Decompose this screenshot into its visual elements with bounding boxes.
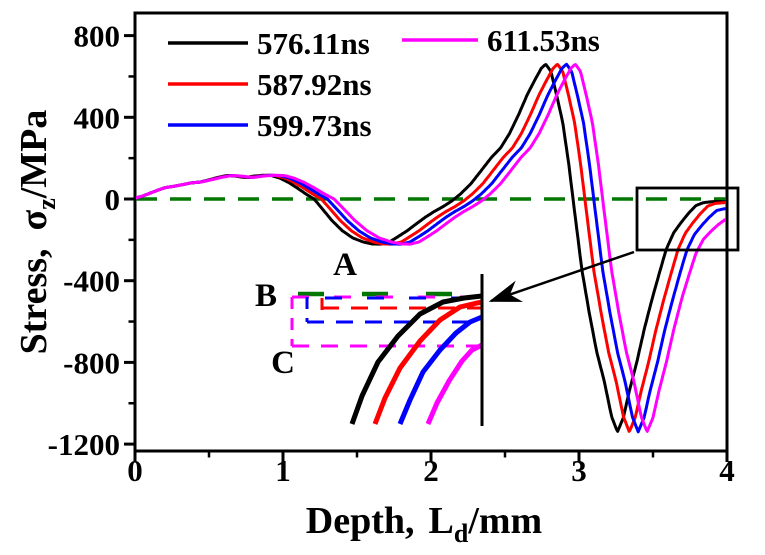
x-tick-label: 4 <box>719 453 735 488</box>
inset-curve <box>372 299 484 425</box>
x-tick-label: 0 <box>127 453 143 488</box>
x-tick-label: 2 <box>423 453 439 488</box>
y-tick-label: 800 <box>74 19 121 54</box>
label-C: C <box>271 345 295 381</box>
x-tick-label: 1 <box>275 453 291 488</box>
y-axis-title: Stress,σz/MPa <box>13 110 61 355</box>
x-axis-title: Depth, Ld/mm <box>306 500 542 548</box>
legend-label-587.92ns: 587.92ns <box>257 67 372 102</box>
y-tick-label: 400 <box>74 100 121 135</box>
legend: 576.11ns 587.92ns 599.73ns 611.53ns <box>168 23 600 143</box>
legend-label-576.11ns: 576.11ns <box>257 26 370 61</box>
axes-frame: 0 1 2 3 4 800 400 0 -400 -800 -1200 <box>48 11 735 488</box>
y-tick-label: -1200 <box>48 427 120 462</box>
zoom-rectangle <box>635 186 740 252</box>
y-tick-label: 0 <box>105 182 121 217</box>
curve-611.53ns <box>136 63 726 433</box>
y-tick-label: -400 <box>63 264 120 299</box>
inset-curve <box>425 342 484 425</box>
x-tick-label: 3 <box>571 453 587 488</box>
zoom-arrow <box>488 250 635 303</box>
label-A: A <box>333 247 357 283</box>
curves-layer <box>136 62 726 434</box>
inset-zoom-view <box>290 274 484 426</box>
axis-titles: Depth, Ld/mm Stress,σz/MPa <box>13 110 542 548</box>
y-tick-label: -800 <box>63 345 120 380</box>
inset-curve <box>349 293 483 425</box>
legend-label-611.53ns: 611.53ns <box>487 23 600 58</box>
legend-label-599.73ns: 599.73ns <box>257 108 372 143</box>
inset-curve <box>397 314 483 425</box>
annotations: A BC <box>255 186 740 381</box>
label-B: B <box>255 278 277 314</box>
